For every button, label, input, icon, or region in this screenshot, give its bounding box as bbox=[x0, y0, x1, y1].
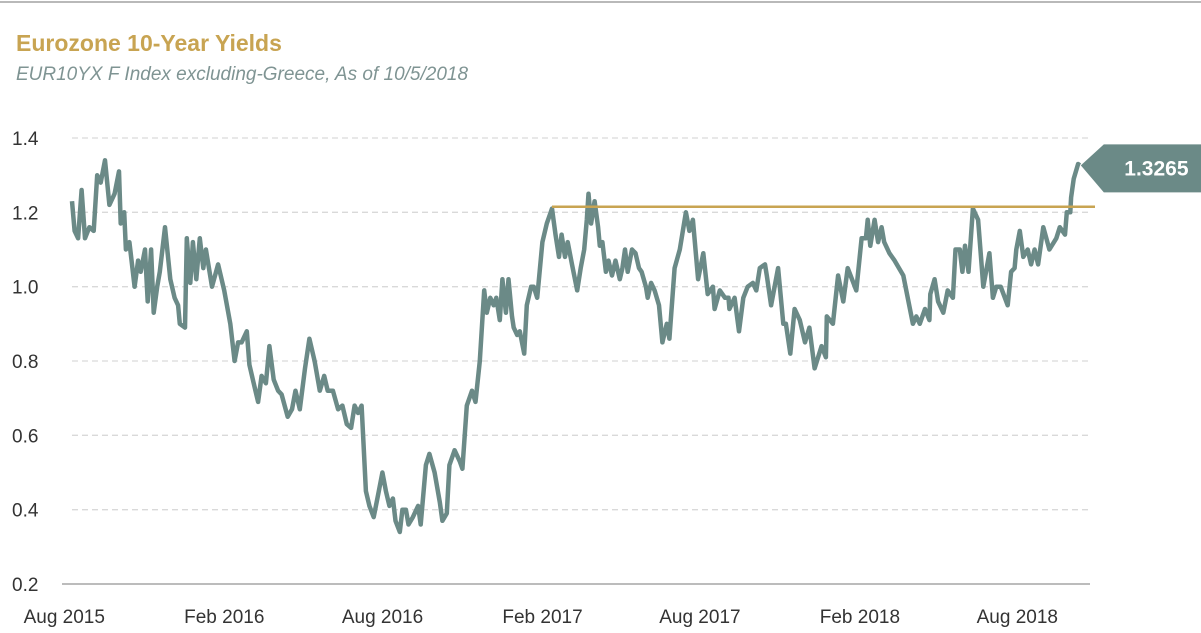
x-tick-label: Feb 2017 bbox=[502, 607, 582, 628]
y-tick-label: 1.2 bbox=[12, 203, 38, 224]
y-tick-label: 0.4 bbox=[12, 501, 39, 522]
x-tick-label: Aug 2016 bbox=[342, 607, 423, 628]
x-tick-label: Aug 2015 bbox=[24, 607, 105, 628]
y-axis-ticks: 0.2 0.4 0.6 0.8 1.0 1.2 1.4 bbox=[12, 129, 39, 596]
y-tick-label: 0.6 bbox=[12, 426, 38, 447]
top-border bbox=[0, 1, 1201, 3]
x-axis-ticks: Aug 2015 Feb 2016 Aug 2016 Feb 2017 Aug 2017… bbox=[24, 607, 1058, 628]
callout-arrow-box bbox=[1080, 144, 1201, 193]
y-tick-label: 0.8 bbox=[12, 352, 38, 373]
chart-title: Eurozone 10-Year Yields bbox=[16, 30, 282, 56]
y-tick-label: 1.4 bbox=[12, 129, 39, 150]
x-tick-label: Feb 2018 bbox=[820, 607, 900, 628]
yield-series-line bbox=[69, 158, 1082, 535]
y-tick-label: 1.0 bbox=[12, 278, 38, 299]
x-tick-label: Aug 2018 bbox=[977, 607, 1058, 628]
chart-subtitle: EUR10YX F Index excluding-Greece, As of … bbox=[16, 64, 469, 85]
gridlines bbox=[62, 137, 1090, 585]
x-tick-label: Aug 2017 bbox=[659, 607, 740, 628]
last-value-label: 1.3265 bbox=[1124, 157, 1189, 180]
last-value-callout: 1.3265 bbox=[1080, 144, 1201, 193]
y-tick-label: 0.2 bbox=[12, 575, 38, 596]
x-tick-label: Feb 2016 bbox=[184, 607, 264, 628]
